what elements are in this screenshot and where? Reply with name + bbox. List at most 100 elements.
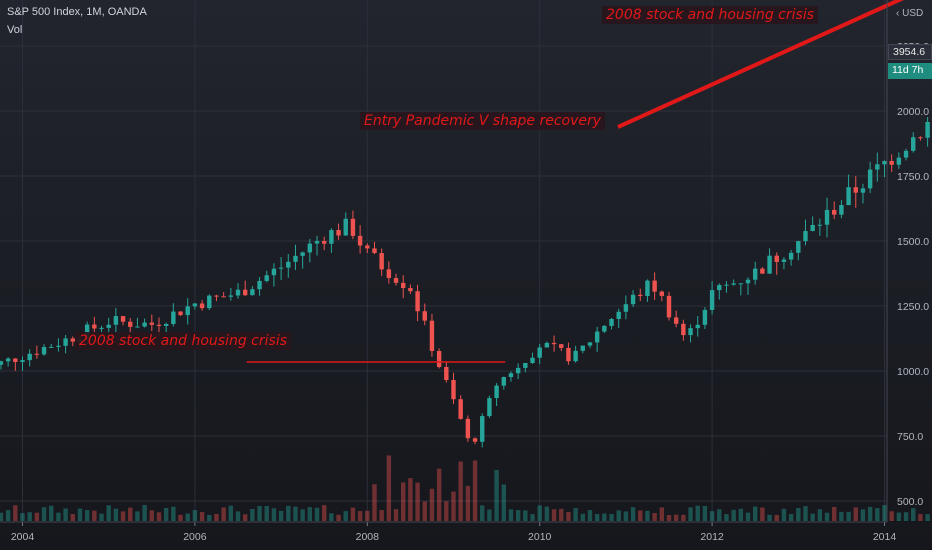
y-tick-label: 500.0 — [897, 496, 923, 508]
candle-body — [659, 291, 665, 296]
candle-body — [451, 380, 456, 400]
candle-body — [853, 187, 858, 193]
candle-body — [760, 268, 765, 274]
candle-body — [573, 350, 578, 362]
volume-bar — [889, 511, 894, 521]
candle-body — [788, 252, 794, 260]
volume-bar — [810, 513, 815, 521]
volume-bar — [688, 507, 693, 521]
candle-body — [250, 289, 255, 296]
volume-bar — [451, 491, 456, 521]
x-tick-label: 2014 — [873, 531, 897, 543]
candle-body — [523, 362, 528, 368]
volume-bar — [365, 510, 370, 521]
candle-body — [925, 121, 930, 138]
candle-body — [681, 323, 686, 336]
volume-bar — [142, 505, 147, 521]
candle-body — [163, 323, 169, 326]
last-price-tag: 3954.6 — [888, 44, 932, 60]
volume-bar — [163, 508, 169, 521]
volume-bar — [271, 508, 277, 521]
candle-body — [271, 268, 277, 276]
candle-body — [207, 295, 212, 309]
candle-body — [731, 283, 736, 285]
volume-bar — [458, 461, 463, 521]
volume-bar — [128, 507, 133, 521]
candle-body — [810, 224, 815, 232]
volume-bar — [745, 512, 751, 521]
candle-body — [781, 259, 787, 262]
volume-bar — [681, 514, 686, 521]
volume-bar — [257, 505, 262, 521]
volume-bar — [875, 508, 880, 521]
volume-bar — [135, 511, 140, 521]
volume-bar — [609, 513, 614, 521]
candle-body — [616, 311, 621, 319]
chevron-down-icon: ‹ — [896, 8, 900, 19]
volume-bar — [20, 513, 25, 521]
volume-bar — [293, 506, 298, 521]
y-tick-label: 1250.0 — [897, 301, 929, 313]
volume-bar — [92, 510, 97, 521]
candle-body — [408, 288, 413, 292]
candle-body — [494, 385, 499, 399]
volume-bar — [63, 508, 68, 521]
volume-bar — [56, 512, 61, 521]
volume-bar — [903, 512, 909, 521]
candle-body — [49, 346, 54, 348]
volume-bar — [422, 501, 427, 521]
candle-body — [34, 353, 40, 355]
candle-body — [192, 303, 198, 307]
volume-bar — [760, 507, 765, 521]
candle-body — [889, 160, 894, 165]
volume-bar — [408, 478, 413, 521]
candle-body — [336, 230, 341, 236]
candle-body — [594, 331, 600, 343]
volume-bar — [235, 511, 241, 521]
volume-bar — [386, 455, 392, 521]
candle-body — [386, 269, 392, 279]
candle-body — [286, 261, 291, 268]
candle-body — [860, 188, 866, 193]
volume-bar — [34, 512, 40, 521]
volume-bar — [896, 512, 902, 521]
volume-bar — [278, 510, 284, 521]
candle-body — [106, 324, 111, 328]
candle-body — [530, 357, 535, 363]
candle-body — [695, 324, 700, 329]
volume-bar — [120, 511, 126, 521]
volume-bar — [199, 512, 205, 521]
candle-body — [372, 248, 377, 254]
candle-body — [149, 322, 154, 325]
candle-body — [393, 278, 399, 283]
volume-indicator-label[interactable]: Vol — [7, 24, 23, 36]
volume-bar — [70, 514, 75, 521]
volume-bar — [616, 510, 621, 521]
volume-bar — [207, 514, 212, 521]
candle-body — [56, 345, 61, 347]
candle-body — [322, 240, 327, 244]
candle-body — [228, 295, 234, 297]
volume-bar — [580, 513, 585, 521]
volume-bar — [508, 509, 514, 521]
currency-label[interactable]: ‹ USD — [896, 8, 923, 19]
volume-bar — [630, 507, 636, 521]
candle-body — [221, 296, 226, 298]
candle-body — [156, 324, 162, 326]
y-tick-label: 1500.0 — [897, 236, 929, 248]
candle-body — [551, 342, 557, 345]
symbol-title[interactable]: S&P 500 Index, 1M, OANDA — [7, 6, 147, 18]
volume-bar — [307, 507, 313, 521]
bar-countdown-tag: 11d 7h — [888, 63, 932, 79]
candle-body — [436, 350, 442, 367]
candle-body — [709, 290, 715, 310]
candle-body — [903, 150, 909, 158]
candle-body — [918, 137, 923, 139]
volume-bar — [587, 510, 593, 521]
candle-body — [544, 342, 550, 348]
crisis-annotation-top: 2008 stock and housing crisis — [602, 6, 818, 24]
volume-bar — [444, 501, 449, 521]
volume-bar — [487, 509, 492, 521]
candle-body — [487, 398, 492, 417]
